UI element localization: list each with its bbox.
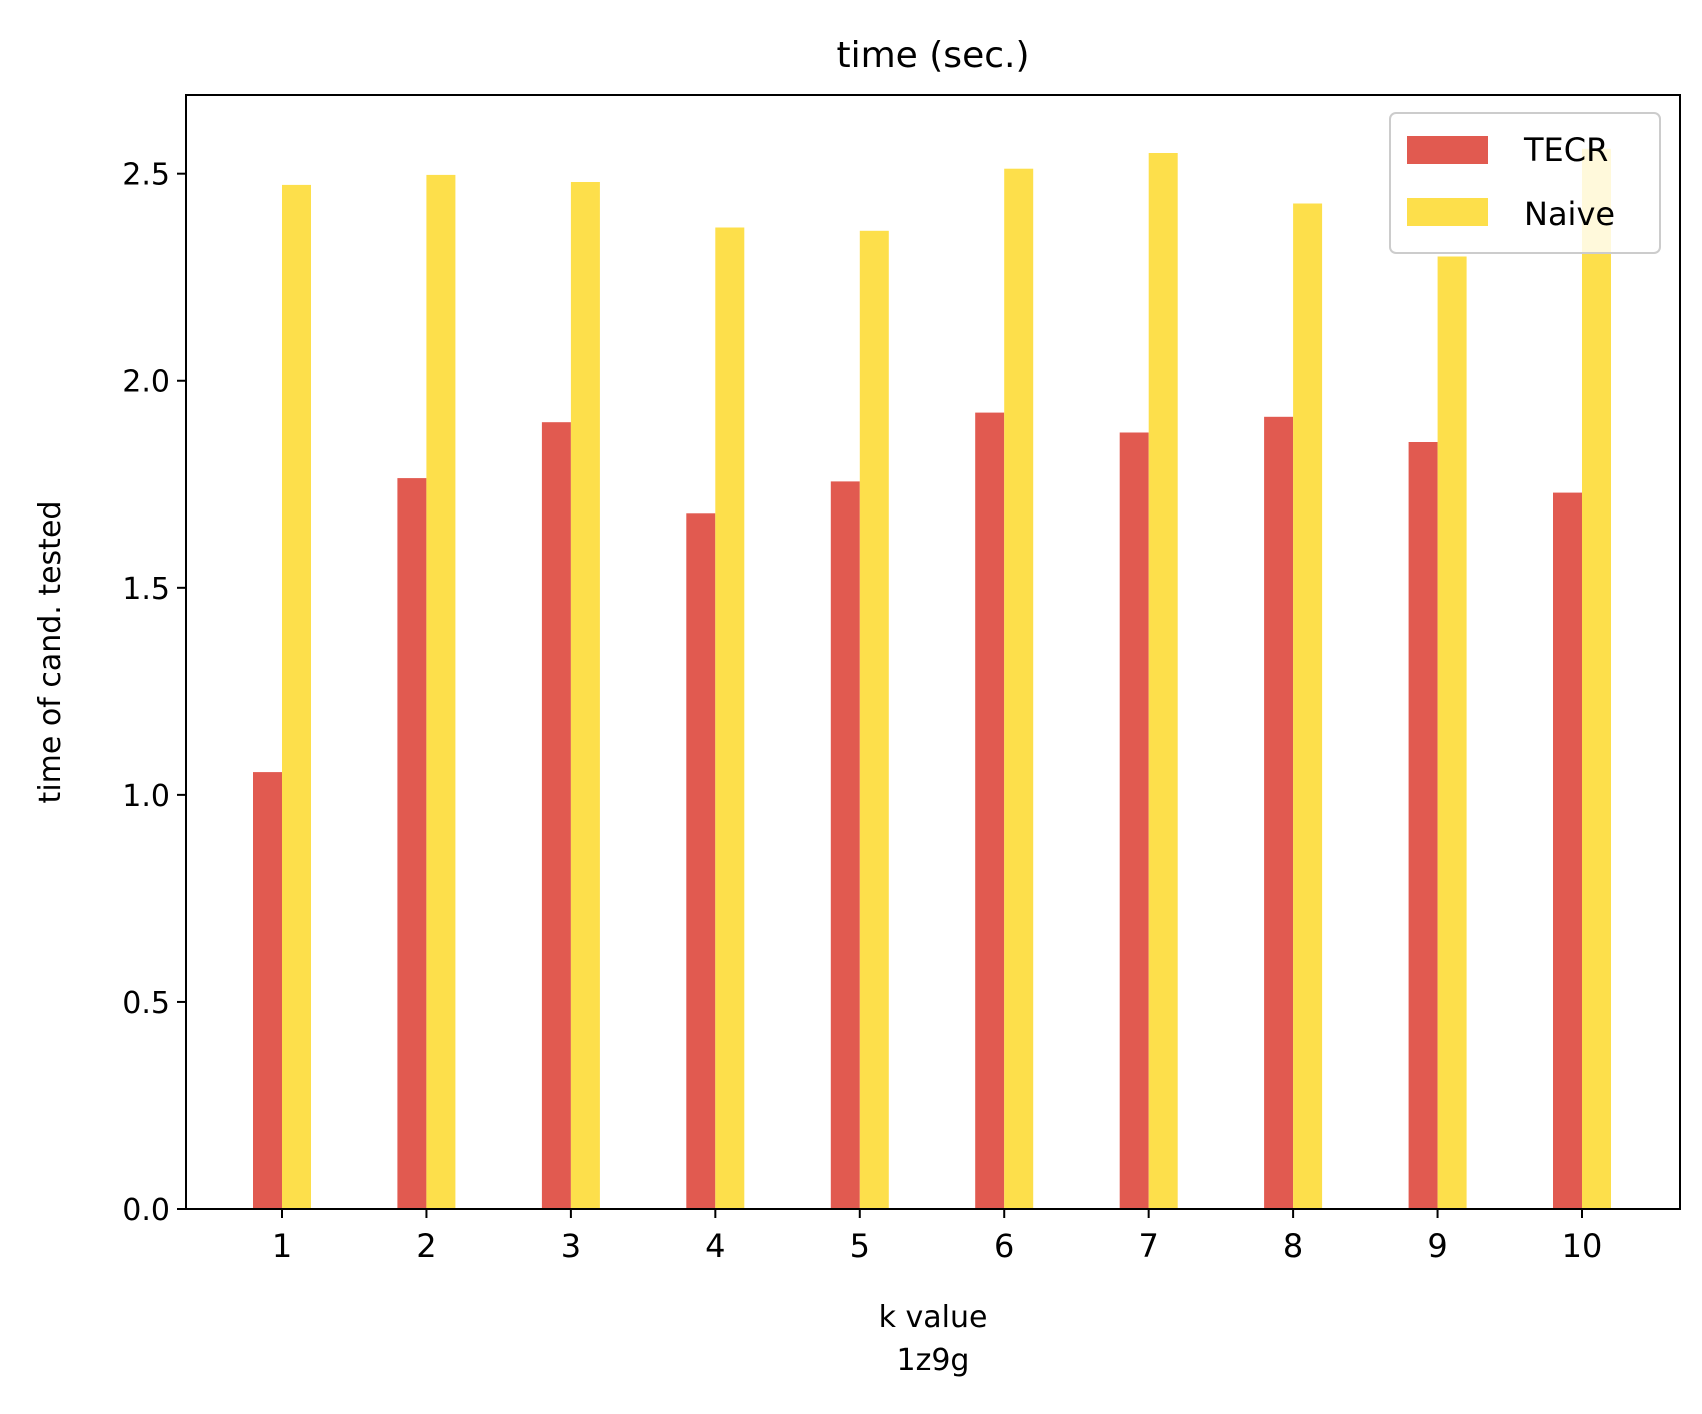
bar-tecr-8 bbox=[1264, 416, 1294, 1209]
y-tick-label: 1.0 bbox=[122, 779, 170, 814]
bar-naive-1 bbox=[282, 184, 311, 1209]
legend: TECR Naive bbox=[1389, 112, 1661, 254]
bar-tecr-3 bbox=[541, 422, 571, 1209]
bar-tecr-6 bbox=[975, 412, 1005, 1210]
bar-tecr-2 bbox=[397, 478, 427, 1210]
bar-naive-2 bbox=[426, 174, 456, 1209]
y-axis-label: time of cand. tested bbox=[33, 501, 68, 804]
x-axis-label: k value bbox=[879, 1300, 988, 1335]
legend-swatch-naive bbox=[1407, 198, 1488, 226]
bar-naive-10 bbox=[1582, 148, 1611, 1209]
x-tick-label: 8 bbox=[1283, 1227, 1303, 1265]
bar-naive-3 bbox=[570, 182, 600, 1209]
chart-title: time (sec.) bbox=[836, 35, 1029, 76]
bar-tecr-9 bbox=[1408, 442, 1438, 1209]
bar-naive-8 bbox=[1293, 203, 1323, 1209]
x-tick-label: 1 bbox=[272, 1227, 292, 1265]
x-tick-label: 5 bbox=[850, 1227, 870, 1265]
x-tick-label: 10 bbox=[1562, 1227, 1603, 1265]
y-axis-ticks: 0.0 0.5 1.0 1.5 2.0 2.5 bbox=[122, 158, 186, 1228]
y-tick-label: 2.5 bbox=[122, 158, 170, 193]
bar-tecr-7 bbox=[1119, 432, 1149, 1209]
legend-label-tecr: TECR bbox=[1523, 131, 1608, 169]
y-tick-label: 1.5 bbox=[122, 572, 170, 607]
y-tick-label: 2.0 bbox=[122, 365, 170, 400]
bars-layer bbox=[253, 148, 1611, 1210]
bar-naive-7 bbox=[1148, 153, 1178, 1209]
bar-tecr-5 bbox=[830, 481, 860, 1209]
legend-swatch-tecr bbox=[1407, 136, 1488, 164]
y-tick-label: 0.5 bbox=[122, 986, 170, 1021]
legend-label-naive: Naive bbox=[1524, 195, 1615, 233]
bar-tecr-10 bbox=[1553, 492, 1582, 1210]
bar-naive-4 bbox=[715, 227, 745, 1209]
plot-frame bbox=[185, 94, 1681, 1210]
x-axis-ticks: 1 2 3 4 5 6 7 8 9 10 bbox=[272, 1209, 1603, 1265]
bar-naive-9 bbox=[1437, 256, 1467, 1209]
bar-naive-5 bbox=[859, 230, 889, 1210]
x-axis-sublabel: 1z9g bbox=[897, 1343, 970, 1378]
x-tick-label: 9 bbox=[1427, 1227, 1447, 1265]
bar-tecr-4 bbox=[686, 513, 716, 1209]
y-tick-label: 0.0 bbox=[122, 1193, 170, 1228]
x-tick-label: 2 bbox=[416, 1227, 436, 1265]
x-tick-label: 4 bbox=[705, 1227, 725, 1265]
x-tick-label: 6 bbox=[994, 1227, 1014, 1265]
x-tick-label: 7 bbox=[1138, 1227, 1158, 1265]
bar-naive-6 bbox=[1004, 168, 1034, 1210]
x-tick-label: 3 bbox=[561, 1227, 581, 1265]
bar-tecr-1 bbox=[253, 772, 282, 1209]
